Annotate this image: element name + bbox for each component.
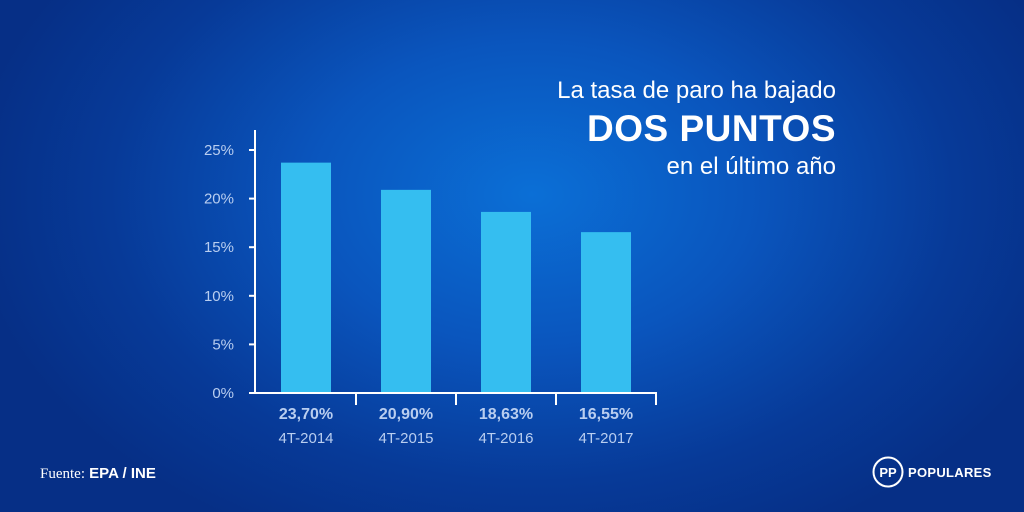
category-label: 4T-2017 xyxy=(578,430,633,447)
bar-4T-2016 xyxy=(481,211,531,393)
headline: La tasa de paro ha bajado DOS PUNTOS en … xyxy=(557,76,836,182)
category-label: 4T-2015 xyxy=(378,430,433,447)
source-note: Fuente: EPA / INE xyxy=(40,465,156,483)
y-tick-label: 25% xyxy=(204,142,234,159)
value-label: 23,70% xyxy=(279,406,333,423)
source-value: EPA / INE xyxy=(89,465,156,482)
bar-4T-2015 xyxy=(381,189,431,393)
y-tick-label: 10% xyxy=(204,288,234,305)
value-label: 20,90% xyxy=(379,406,433,423)
value-label: 18,63% xyxy=(479,406,533,423)
logo-mark-text: PP xyxy=(879,465,897,480)
y-tick-label: 0% xyxy=(212,385,234,402)
pp-logo-icon: PP xyxy=(872,456,904,488)
logo-text: POPULARES xyxy=(908,464,992,480)
bar-4T-2017 xyxy=(581,232,631,393)
headline-line-1: La tasa de paro ha bajado xyxy=(557,77,836,104)
value-label: 16,55% xyxy=(579,406,633,423)
source-label: Fuente: xyxy=(40,466,85,482)
category-label: 4T-2014 xyxy=(278,430,333,447)
headline-line-2: DOS PUNTOS xyxy=(587,108,836,149)
y-tick-label: 5% xyxy=(212,336,234,353)
bar-4T-2014 xyxy=(281,162,331,393)
pp-logo: PP POPULARES xyxy=(872,456,992,488)
y-tick-label: 20% xyxy=(204,191,234,208)
y-tick-label: 15% xyxy=(204,239,234,256)
category-label: 4T-2016 xyxy=(478,430,533,447)
headline-line-3: en el último año xyxy=(666,153,836,180)
